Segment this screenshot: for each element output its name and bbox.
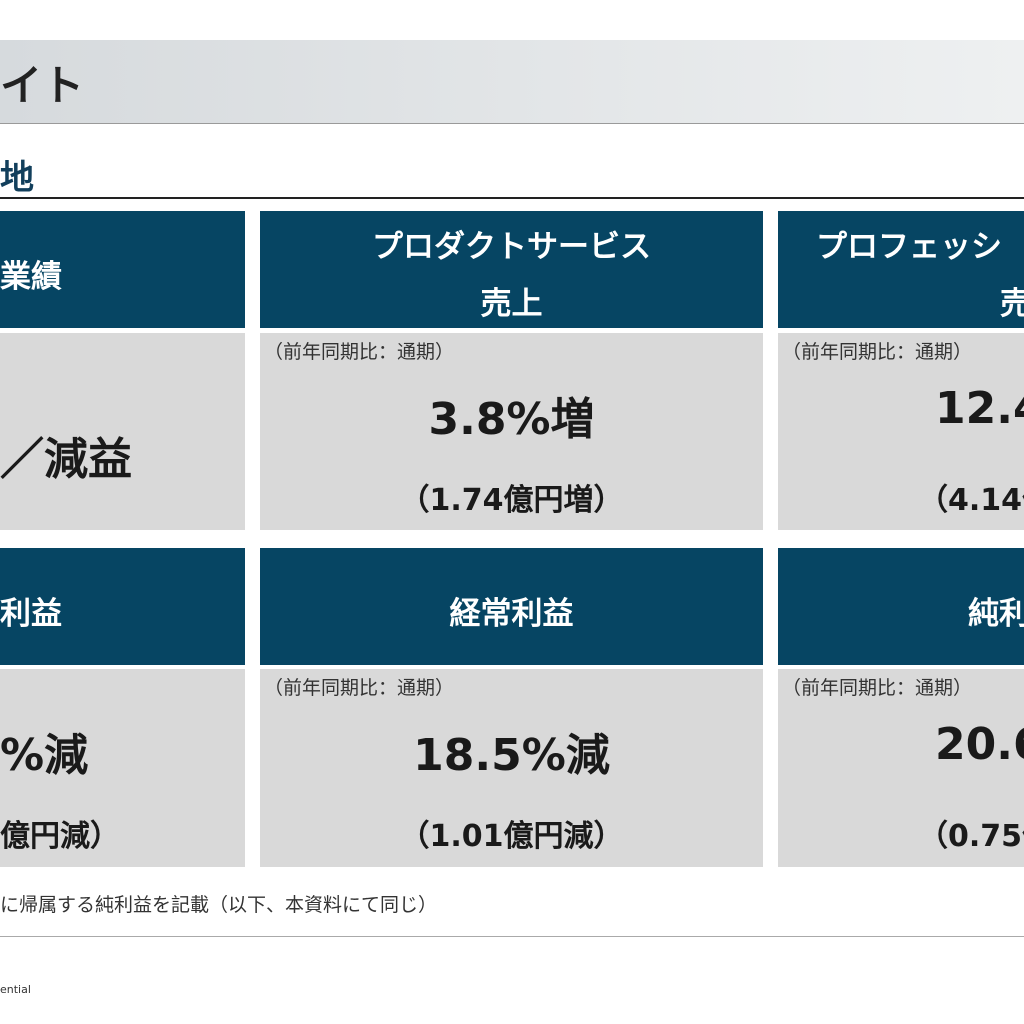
- section-title: 地: [0, 158, 34, 198]
- card-header: 利益: [0, 548, 245, 665]
- card-header-text: 経常利益: [449, 596, 574, 632]
- card-header: 純利: [778, 548, 1024, 665]
- card-main: 12.4: [935, 383, 1024, 434]
- section-rule: [0, 197, 1024, 199]
- card-sub: （0.75億: [918, 819, 1024, 854]
- card-body: %減 億円減）: [0, 669, 245, 867]
- card-header: 経常利益: [260, 548, 763, 665]
- card-sub: （1.01億円減）: [399, 819, 624, 854]
- card-header-text: プロダクトサービス: [372, 229, 651, 265]
- card-body: （前年同期比：通期） 12.4 （4.14億: [778, 333, 1024, 530]
- card-main: 18.5%減: [413, 730, 610, 781]
- card-header-text: プロフェッシ: [816, 229, 1002, 265]
- slide-title: イト: [0, 61, 85, 110]
- card-body: （前年同期比：通期） 18.5%減 （1.01億円減）: [260, 669, 763, 867]
- card-header-text: 純利: [968, 596, 1024, 632]
- footer-rule: [0, 936, 1024, 937]
- card-main: ／減益: [0, 434, 132, 485]
- card-header-text: 売: [1000, 286, 1024, 322]
- card-note: （前年同期比：通期）: [782, 677, 973, 699]
- card-body: （前年同期比：通期） 20.6 （0.75億: [778, 669, 1024, 867]
- card-sub: 億円減）: [0, 819, 120, 854]
- card-note: （前年同期比：通期）: [782, 341, 973, 363]
- card-main: 3.8%増: [428, 394, 595, 445]
- card-main: %減: [0, 730, 89, 781]
- card-header-text: 売上: [480, 286, 543, 322]
- card-note: （前年同期比：通期）: [264, 341, 455, 363]
- title-band: [0, 40, 1024, 124]
- card-sub: （1.74億円増）: [399, 483, 624, 518]
- card-header-text: 業績: [0, 259, 62, 295]
- card-header: 業績: [0, 211, 245, 328]
- footnote: に帰属する純利益を記載（以下、本資料にて同じ）: [0, 894, 438, 916]
- card-body: （前年同期比：通期） 3.8%増 （1.74億円増）: [260, 333, 763, 530]
- card-sub: （4.14億: [918, 483, 1024, 518]
- card-header: プロダクトサービス 売上: [260, 211, 763, 328]
- card-body: ／減益: [0, 333, 245, 530]
- card-main: 20.6: [935, 719, 1024, 770]
- footer-text: ential: [0, 983, 31, 996]
- card-header: プロフェッシ 売: [778, 211, 1024, 328]
- card-note: （前年同期比：通期）: [264, 677, 455, 699]
- card-header-text: 利益: [0, 596, 62, 632]
